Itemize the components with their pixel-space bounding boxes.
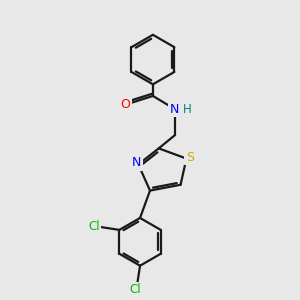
Text: O: O	[120, 98, 130, 111]
Text: Cl: Cl	[130, 284, 142, 296]
Text: N: N	[132, 156, 142, 170]
Text: Cl: Cl	[88, 220, 100, 233]
Text: N: N	[170, 103, 179, 116]
Text: H: H	[183, 103, 191, 116]
Text: S: S	[186, 151, 194, 164]
